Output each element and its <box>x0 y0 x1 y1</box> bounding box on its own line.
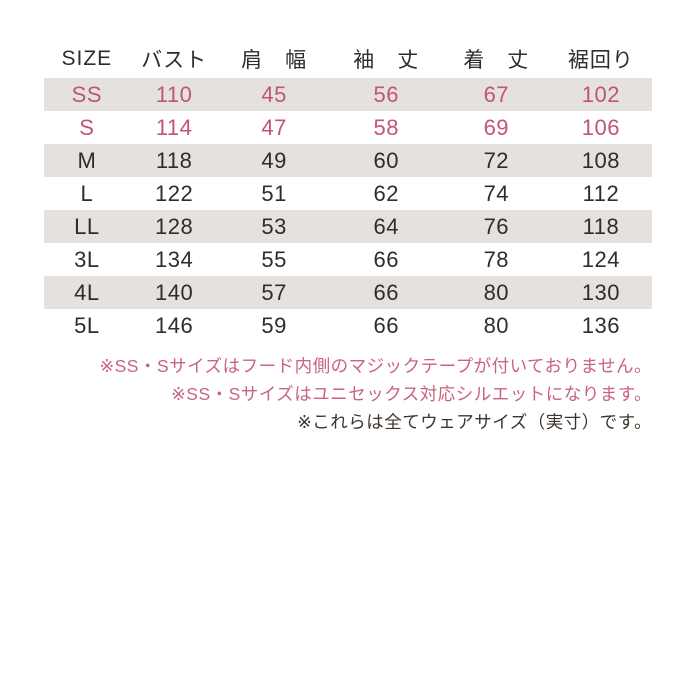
value-cell: 66 <box>373 312 400 338</box>
size-cell: L <box>80 180 94 206</box>
value-cell: 140 <box>154 279 194 305</box>
notes: ※SS・Sサイズはフード内側のマジックテープが付いておりません。 ※SS・Sサイ… <box>44 356 652 433</box>
header-cell-hem: 裾回り <box>567 49 634 72</box>
value-cell: 122 <box>154 180 194 206</box>
value-cell: 128 <box>154 213 194 239</box>
size-cell: 3L <box>74 246 100 272</box>
header-cell-size: SIZE <box>61 47 113 70</box>
size-table: SIZE バスト 肩 幅 袖 丈 着 丈 裾回り SS 110 45 56 67 102 S… <box>44 40 652 342</box>
value-cell: 110 <box>155 81 193 107</box>
value-cell: 62 <box>373 180 400 206</box>
size-table-body: SS 110 45 56 67 102 S 114 47 58 69 106 M 118 49 60 72 108… <box>44 78 652 342</box>
value-cell: 118 <box>582 213 620 239</box>
value-cell: 114 <box>155 114 193 140</box>
value-cell: 64 <box>373 213 400 239</box>
value-cell: 130 <box>581 279 621 305</box>
table-row: S 114 47 58 69 106 <box>44 111 652 144</box>
size-cell: S <box>79 114 95 140</box>
value-cell: 60 <box>373 147 400 173</box>
size-cell: M <box>77 147 97 173</box>
value-cell: 51 <box>261 180 287 206</box>
note-line: ※これらは全てウェアサイズ（実寸）です。 <box>297 412 652 432</box>
header-cell-bust: バスト <box>141 49 208 72</box>
size-cell: 4L <box>74 279 100 305</box>
value-cell: 69 <box>483 114 510 140</box>
table-row: 4L 140 57 66 80 130 <box>44 276 652 309</box>
value-cell: 80 <box>483 279 510 305</box>
size-cell: 5L <box>74 312 100 338</box>
value-cell: 55 <box>261 246 287 272</box>
value-cell: 118 <box>155 147 193 173</box>
value-cell: 102 <box>581 81 621 107</box>
size-table-header: SIZE バスト 肩 幅 袖 丈 着 丈 裾回り <box>44 40 652 78</box>
table-row: 5L 146 59 66 80 136 <box>44 309 652 342</box>
value-cell: 47 <box>261 114 287 140</box>
note-line: ※SS・Sサイズはユニセックス対応シルエットになります。 <box>171 384 652 404</box>
header-cell-sleeve: 袖 丈 <box>353 49 420 72</box>
value-cell: 136 <box>581 312 621 338</box>
value-cell: 53 <box>261 213 287 239</box>
table-row: M 118 49 60 72 108 <box>44 144 652 177</box>
note-line: ※SS・Sサイズはフード内側のマジックテープが付いておりません。 <box>99 356 652 376</box>
size-cell: SS <box>71 81 103 107</box>
value-cell: 124 <box>581 246 621 272</box>
value-cell: 146 <box>154 312 194 338</box>
table-row: 3L 134 55 66 78 124 <box>44 243 652 276</box>
table-row: LL 128 53 64 76 118 <box>44 210 652 243</box>
value-cell: 59 <box>261 312 287 338</box>
value-cell: 78 <box>483 246 510 272</box>
value-cell: 56 <box>373 81 400 107</box>
value-cell: 58 <box>373 114 400 140</box>
header-cell-shoulder: 肩 幅 <box>241 49 308 72</box>
header-cell-length: 着 丈 <box>463 49 530 72</box>
value-cell: 66 <box>373 246 400 272</box>
value-cell: 66 <box>373 279 400 305</box>
value-cell: 45 <box>261 81 287 107</box>
value-cell: 106 <box>581 114 621 140</box>
value-cell: 108 <box>581 147 621 173</box>
value-cell: 74 <box>483 180 510 206</box>
header-row: SIZE バスト 肩 幅 袖 丈 着 丈 裾回り <box>44 40 652 78</box>
table-row: L 122 51 62 74 112 <box>44 177 652 210</box>
size-cell: LL <box>74 213 100 239</box>
value-cell: 57 <box>261 279 287 305</box>
value-cell: 112 <box>582 180 620 206</box>
table-row: SS 110 45 56 67 102 <box>44 78 652 111</box>
value-cell: 76 <box>483 213 510 239</box>
value-cell: 72 <box>483 147 510 173</box>
value-cell: 134 <box>154 246 194 272</box>
value-cell: 80 <box>483 312 510 338</box>
value-cell: 67 <box>483 81 510 107</box>
value-cell: 49 <box>261 147 287 173</box>
